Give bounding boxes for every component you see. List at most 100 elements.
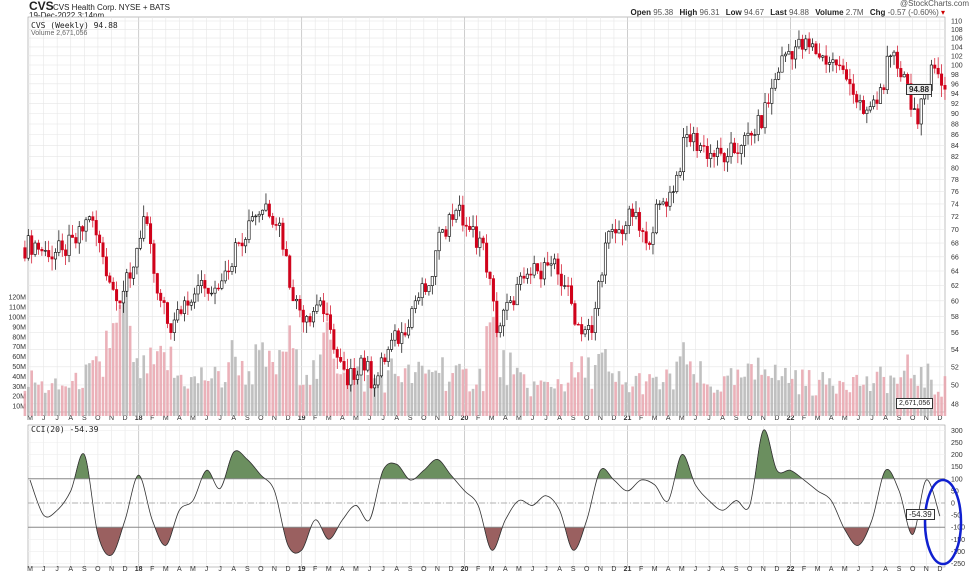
volume-bar (868, 391, 872, 416)
volume-bar (380, 375, 383, 416)
x-axis-tick-label: N (272, 415, 277, 422)
volume-bar (285, 351, 288, 416)
candle-body (111, 281, 115, 290)
x-axis-tick-label: A (231, 566, 236, 573)
price-axis-tick-label: 58 (951, 314, 959, 321)
volume-bar (685, 364, 689, 416)
candle-body (668, 191, 672, 207)
volume-bar (135, 358, 139, 416)
x-axis-tick-label: A (883, 415, 888, 422)
x-axis-tick-label: D (123, 415, 128, 422)
volume-bar (335, 373, 339, 416)
x-axis-tick-label: O (584, 415, 590, 422)
volume-bar (668, 373, 672, 416)
candle-body (342, 361, 346, 370)
volume-bar (451, 373, 454, 416)
volume-value: 2.7M (845, 8, 864, 17)
volume-bar (40, 381, 44, 416)
volume-bar (183, 386, 186, 416)
price-axis-tick-label: 92 (951, 101, 959, 108)
volume-axis-tick-label: 40M (12, 374, 26, 381)
candle-body (135, 248, 139, 268)
candle-body (43, 250, 47, 252)
x-axis-tick-label: N (924, 415, 929, 422)
volume-bar (434, 370, 437, 416)
candle-body (498, 325, 502, 333)
candle-body (529, 273, 533, 276)
price-axis-tick-label: 50 (951, 382, 959, 389)
volume-bar (583, 377, 587, 416)
x-axis-tick-label: D (123, 566, 128, 573)
candle-body (858, 100, 862, 103)
candle-body (281, 222, 285, 250)
last-value: 94.88 (788, 8, 809, 17)
x-axis-tick-label: J (205, 566, 209, 573)
price-axis-tick-label: 60 (951, 298, 959, 305)
candle-body (912, 108, 916, 110)
candle-body (274, 224, 278, 226)
candle-body (213, 287, 217, 294)
volume-bar (471, 388, 475, 416)
candle-body (872, 99, 876, 107)
x-axis-tick-label: M (163, 415, 169, 422)
candle-body (841, 65, 845, 70)
candle-body (176, 309, 180, 321)
volume-bar (614, 381, 617, 416)
volume-bar (902, 370, 906, 416)
candle-body (464, 224, 468, 227)
candle-body (502, 309, 506, 327)
volume-bar (739, 377, 743, 416)
volume-bar (699, 361, 702, 416)
price-axis-tick-label: 100 (951, 62, 963, 69)
low-label: Low (725, 8, 742, 17)
volume-bar (729, 368, 733, 416)
volume-legend: Volume 2,671,056 (31, 30, 88, 37)
price-axis-tick-label: 108 (951, 27, 963, 34)
candle-body (536, 263, 540, 272)
candle-body (84, 219, 88, 232)
candle-body (108, 275, 112, 283)
volume-bar (889, 375, 892, 416)
candle-body (379, 357, 383, 377)
x-axis-tick-label: A (883, 566, 888, 573)
x-axis-tick-label: O (584, 566, 590, 573)
candle-body (692, 132, 696, 143)
candle-body (155, 273, 159, 294)
candle-body (661, 201, 665, 205)
volume-bar (553, 388, 556, 416)
volume-bar (84, 364, 88, 416)
candle-body (831, 59, 835, 63)
candle-body (909, 83, 913, 110)
candle-body (468, 225, 472, 230)
volume-bar (108, 348, 112, 416)
candle-body (240, 242, 244, 247)
candle-body (142, 216, 146, 239)
x-axis-tick-label: M (842, 566, 848, 573)
volume-bar (431, 372, 434, 416)
cci-axis-tick-label: -200 (951, 549, 965, 556)
volume-bar (736, 369, 740, 416)
volume-bar (281, 351, 285, 416)
x-axis-tick-label: M (353, 566, 359, 573)
volume-bar (563, 391, 567, 416)
candle-body (749, 132, 753, 136)
volume-bar (899, 377, 903, 416)
volume-bar (57, 389, 61, 416)
candle-body (349, 368, 353, 386)
candle-body (634, 211, 638, 217)
candle-body (77, 226, 81, 244)
x-axis-tick-label: A (68, 415, 73, 422)
candle-body (162, 300, 166, 303)
price-axis-tick-label: 96 (951, 81, 959, 88)
volume-bar (655, 376, 658, 416)
x-axis-tick-label: M (815, 566, 821, 573)
volume-bar (400, 382, 404, 416)
candle-body (128, 272, 132, 279)
candle-body (600, 274, 604, 282)
volume-bar (515, 367, 519, 416)
candle-body (828, 62, 832, 65)
volume-bar (930, 379, 933, 416)
x-axis-tick-label: J (544, 566, 548, 573)
candle-body (593, 308, 597, 333)
x-axis-tick-label: 19 (298, 415, 306, 422)
